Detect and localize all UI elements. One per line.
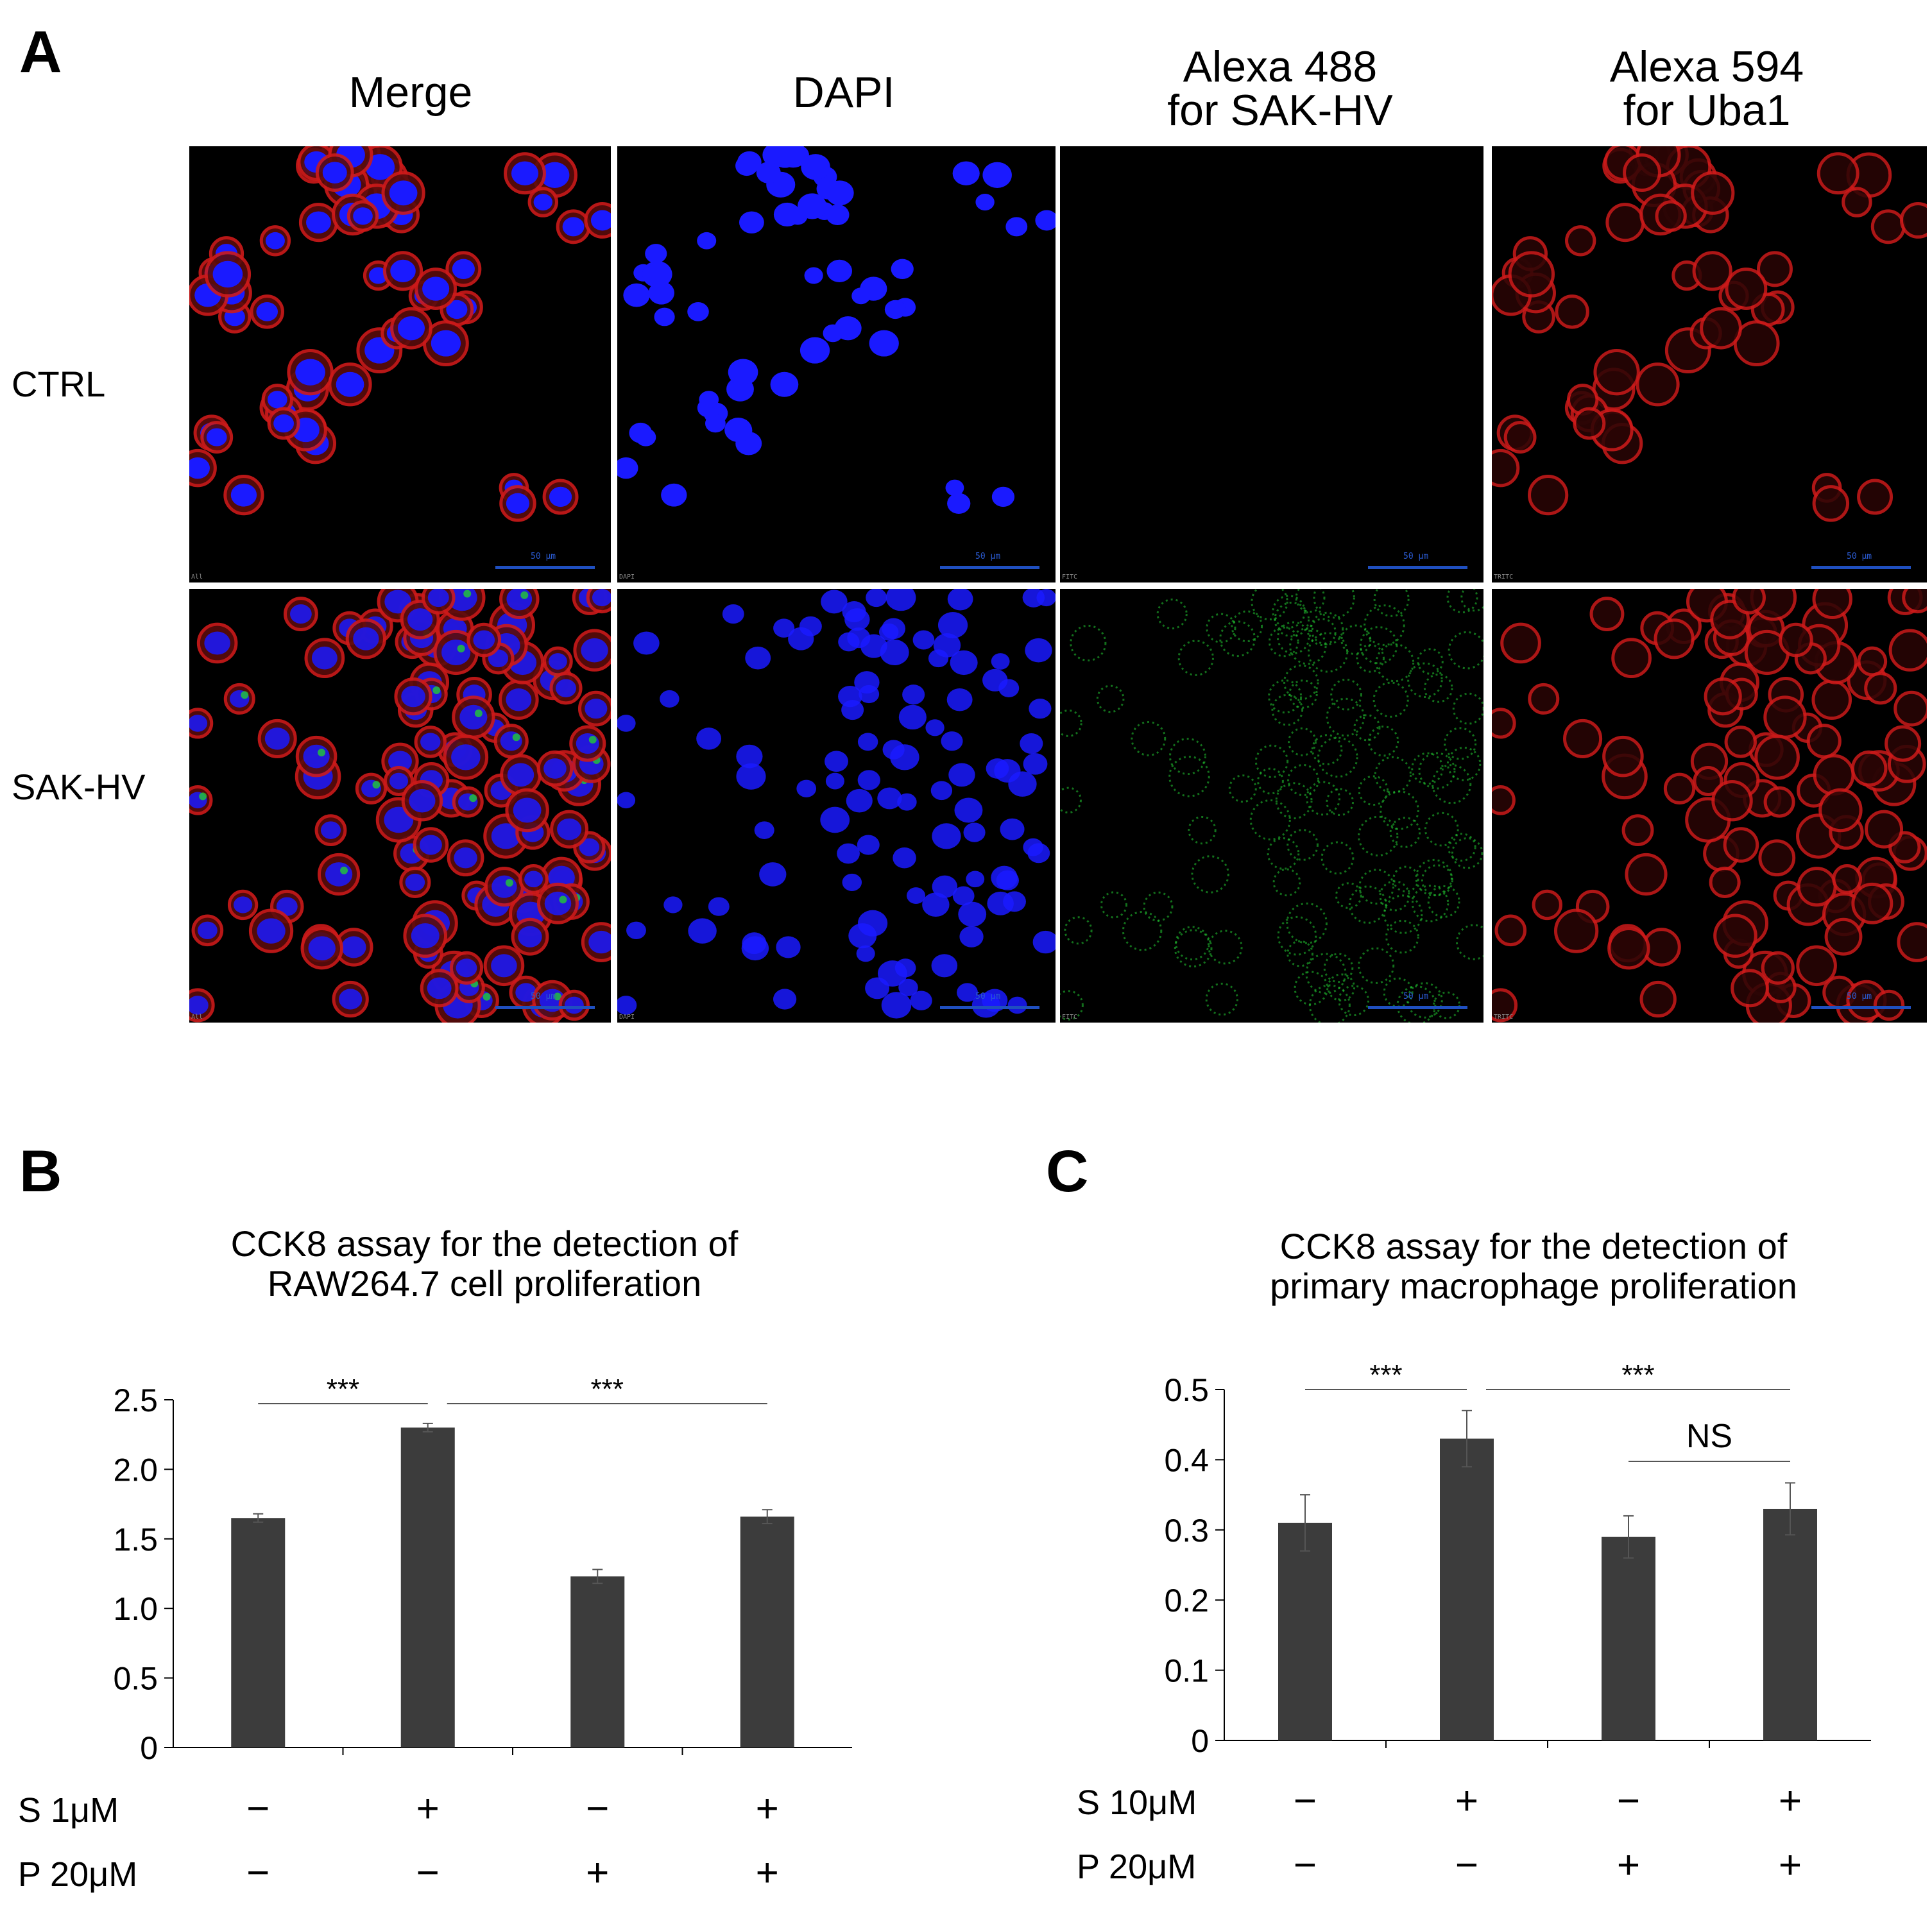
y-tick-label: 0.4 (1164, 1442, 1209, 1478)
significance-label: *** (327, 1373, 359, 1405)
treatment-sign: − (1294, 1843, 1317, 1887)
y-tick-label: 0 (1191, 1723, 1209, 1759)
micrograph-sak-hv-merge: 50 μm All (189, 589, 611, 1023)
scale-bar-label: 50 μm (1847, 992, 1872, 1001)
significance-label: NS (1686, 1418, 1732, 1455)
chart-c: 0 0.1 0.2 0.3 0.4 0.5 *** *** NS S 10μM − + − + P 20μM… (1077, 1359, 1871, 1887)
bar (1440, 1438, 1494, 1740)
scale-bar (940, 566, 1039, 569)
chart-b: 0 0.5 1.0 1.5 2.0 2.5 *** *** S 1μM − + − + P 20μM − − +… (18, 1373, 852, 1895)
bar (1602, 1536, 1655, 1740)
y-tick-label: 2.0 (113, 1452, 158, 1488)
treatment-sign: + (756, 1851, 779, 1895)
row-label-ctrl: CTRL (12, 364, 106, 404)
micrograph-sak-hv-dapi: 50 μm DAPI (617, 589, 1056, 1023)
y-tick-label: 0 (140, 1730, 158, 1766)
treatment-sign: − (1294, 1779, 1317, 1823)
channel-tag: FITC (1062, 1014, 1078, 1021)
treatment-sign: − (1617, 1779, 1640, 1823)
y-tick-label: 0.1 (1164, 1653, 1209, 1689)
significance-label: *** (1369, 1359, 1402, 1391)
micrograph-sak-hv-alexa594: 50 μm TRITC (1492, 589, 1927, 1023)
treatment-sign: − (1455, 1843, 1478, 1887)
significance-label: *** (1621, 1359, 1654, 1391)
scale-bar (495, 1006, 595, 1009)
channel-tag: TRITC (1494, 1014, 1514, 1021)
panel-a-letter: A (19, 19, 62, 85)
bar (1763, 1508, 1817, 1740)
treatment-sign: − (586, 1787, 609, 1831)
y-tick-label: 0.5 (113, 1661, 158, 1697)
y-tick-label: 0.2 (1164, 1583, 1209, 1619)
treatment-sign: − (246, 1787, 269, 1831)
column-header-merge: Merge (348, 68, 473, 117)
y-tick-label: 2.5 (113, 1382, 158, 1418)
column-header-dapi: DAPI (792, 68, 895, 117)
y-tick-label: 0.5 (1164, 1372, 1209, 1408)
column-header-alexa488: Alexa 488 for SAK-HV (1167, 42, 1393, 135)
micrograph-ctrl-dapi: 50 μm DAPI (617, 146, 1056, 582)
bar (1278, 1522, 1332, 1740)
treatment-sign: + (756, 1787, 779, 1831)
row-label-sak-hv: SAK-HV (12, 767, 146, 807)
scale-bar-label: 50 μm (1403, 552, 1429, 561)
channel-tag: DAPI (619, 574, 635, 581)
panel-b-letter: B (19, 1139, 62, 1204)
scale-bar-label: 50 μm (531, 552, 556, 561)
column-header-alexa594: Alexa 594 for Uba1 (1609, 42, 1804, 135)
scale-bar (940, 1006, 1039, 1009)
scale-bar-label: 50 μm (531, 992, 556, 1001)
channel-tag: All (191, 1014, 203, 1021)
treatment-sign: + (1779, 1843, 1802, 1887)
treatment-sign: + (1617, 1843, 1640, 1887)
scale-bar (1811, 1006, 1911, 1009)
scale-bar-label: 50 μm (1847, 552, 1872, 561)
bar (740, 1517, 794, 1747)
scale-bar (1811, 566, 1911, 569)
treatment-label: P 20μM (1077, 1848, 1196, 1886)
chart-b-title: CCK8 assay for the detection of RAW264.7… (230, 1223, 739, 1304)
treatment-sign: + (1455, 1779, 1478, 1823)
treatment-sign: + (1779, 1779, 1802, 1823)
channel-tag: DAPI (619, 1014, 635, 1021)
y-tick-label: 0.3 (1164, 1513, 1209, 1549)
bar (570, 1576, 625, 1747)
channel-tag: All (191, 574, 203, 581)
significance-label: *** (591, 1373, 624, 1405)
panel-c-letter: C (1046, 1139, 1089, 1204)
y-tick-label: 1.5 (113, 1522, 158, 1558)
scale-bar-label: 50 μm (975, 992, 1001, 1001)
channel-tag: FITC (1062, 574, 1078, 581)
channel-tag: TRITC (1494, 574, 1514, 581)
micrograph-ctrl-alexa488: 50 μm FITC (1060, 146, 1483, 582)
treatment-sign: − (416, 1851, 440, 1895)
scale-bar-label: 50 μm (975, 552, 1001, 561)
micrograph-ctrl-merge: 50 μm All (189, 146, 611, 582)
scale-bar-label: 50 μm (1403, 992, 1429, 1001)
treatment-label: P 20μM (18, 1855, 137, 1894)
treatment-sign: + (586, 1851, 609, 1895)
chart-c-title: CCK8 assay for the detection of primary … (1270, 1226, 1797, 1306)
treatment-label: S 10μM (1077, 1783, 1197, 1822)
treatment-label: S 1μM (18, 1791, 119, 1830)
treatment-sign: + (416, 1787, 440, 1831)
micrograph-ctrl-alexa594: 50 μm TRITC (1492, 146, 1927, 582)
bar (400, 1427, 455, 1747)
treatment-sign: − (246, 1851, 269, 1895)
scale-bar (495, 566, 595, 569)
micrograph-sak-hv-alexa488: 50 μm FITC (1060, 589, 1483, 1023)
bar (231, 1518, 286, 1747)
scale-bar (1368, 1006, 1467, 1009)
y-tick-label: 1.0 (113, 1591, 158, 1627)
scale-bar (1368, 566, 1467, 569)
